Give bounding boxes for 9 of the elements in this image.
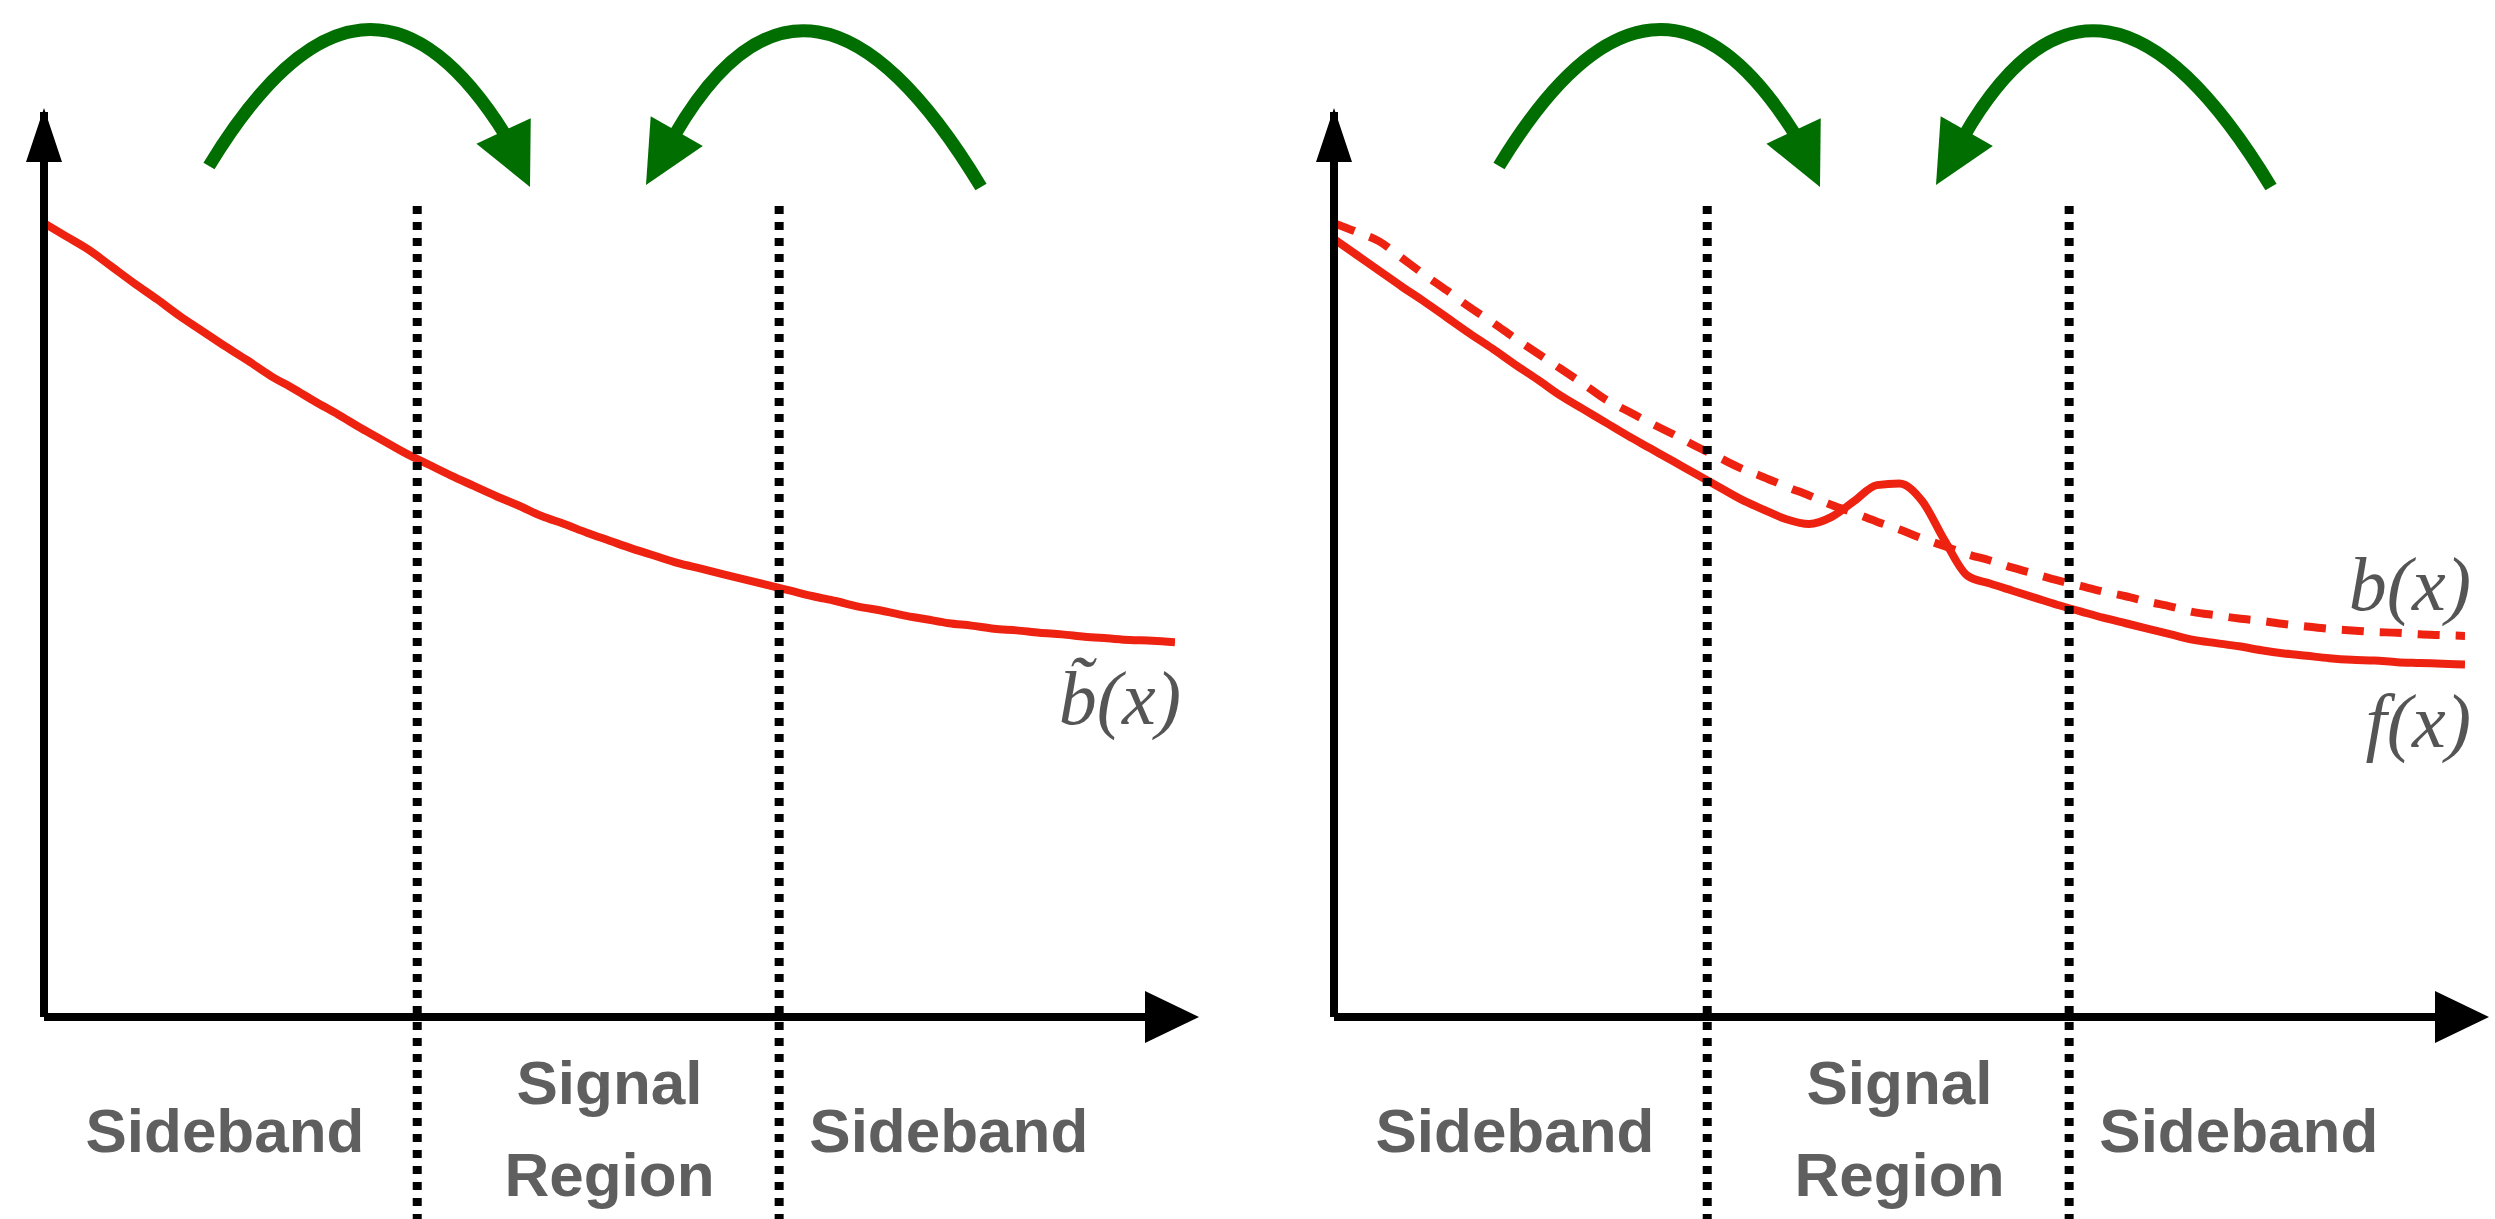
series-label: b(x) (2348, 541, 2471, 627)
series-label: f(x) (2365, 678, 2471, 764)
x-tick-label: Signal Region (1794, 1048, 2005, 1209)
series-label: b̃(x) (1058, 656, 1181, 742)
x-tick-label: Signal Region (504, 1048, 715, 1209)
x-tick-label: Sideband (1375, 1096, 1655, 1165)
x-tick-label: Sideband (809, 1096, 1089, 1165)
x-tick-label: Sideband (2099, 1096, 2379, 1165)
x-tick-label: Sideband (85, 1096, 365, 1165)
